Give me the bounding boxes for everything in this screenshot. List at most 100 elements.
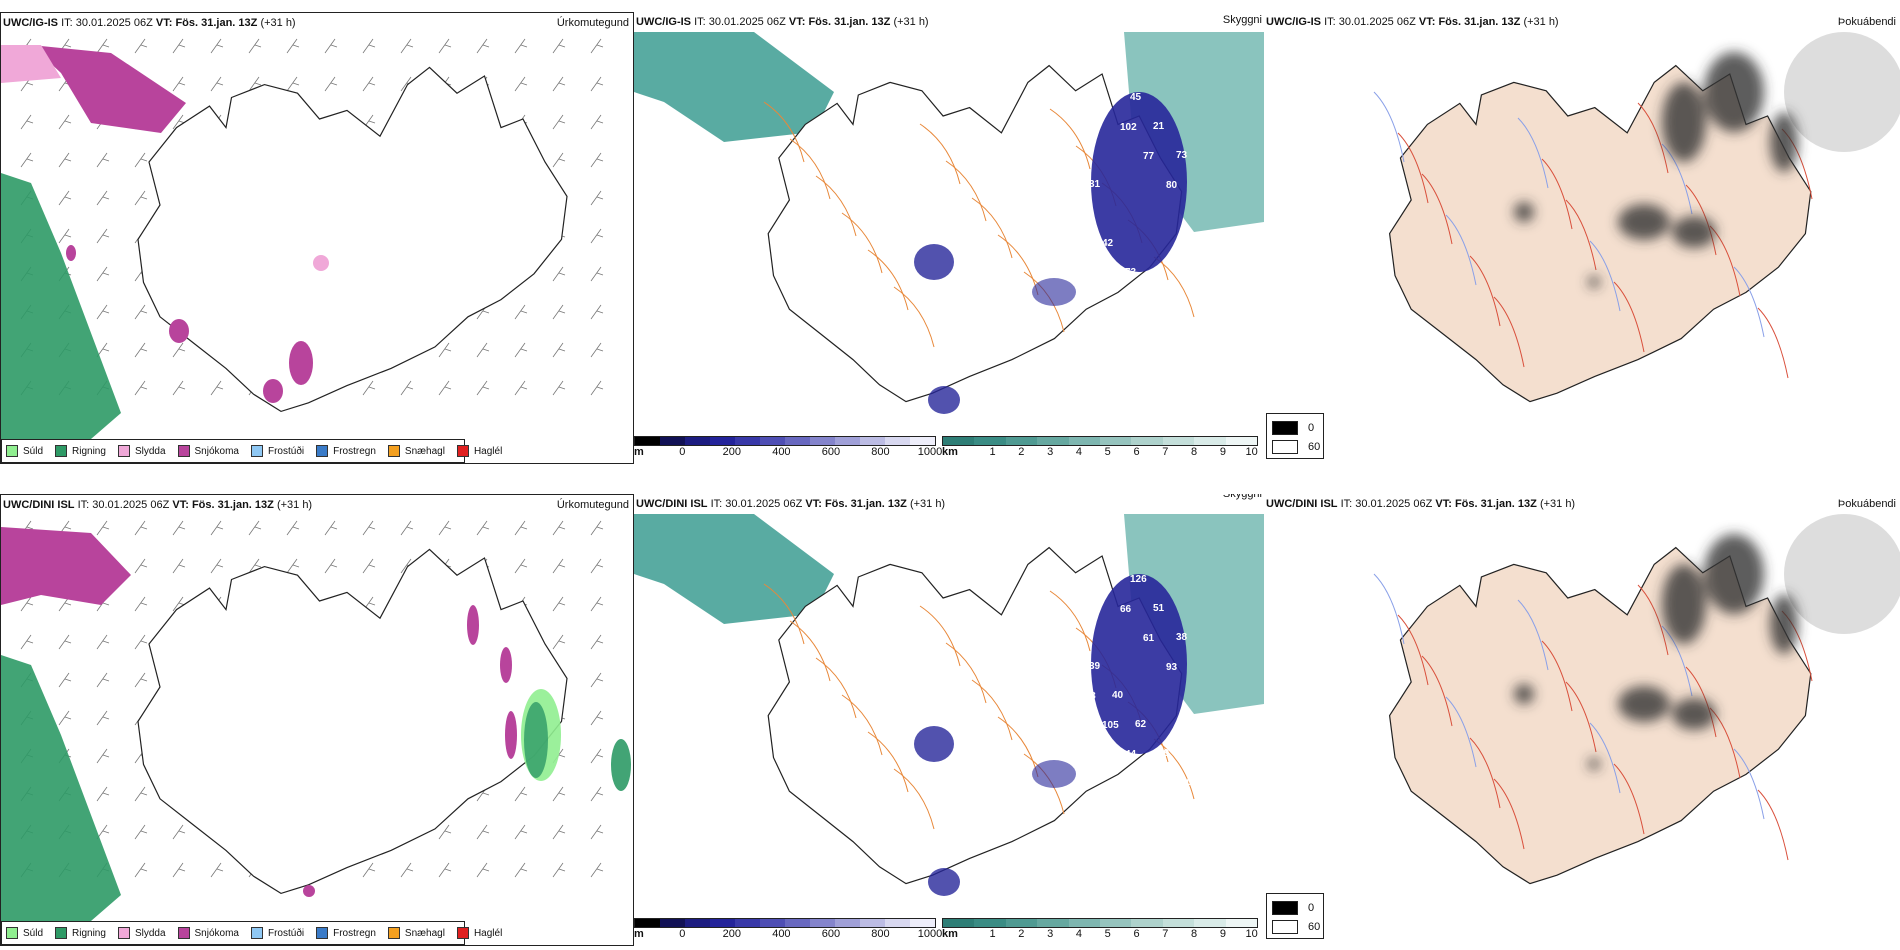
panel-title: Úrkomutegund: [556, 17, 629, 29]
fog-legend-row: 0: [1267, 898, 1323, 917]
colorbar-tick: 200: [722, 446, 742, 458]
colorbar-swatch: [860, 437, 885, 445]
fog-legend-swatch: [1272, 439, 1298, 454]
cloud-base-value: 62: [1097, 575, 1109, 586]
snow-area: [66, 245, 76, 261]
wind-barb: [134, 190, 148, 206]
colorbar-swatch: [810, 437, 835, 445]
wind-barb: [58, 710, 72, 726]
legend-swatch: [6, 445, 18, 457]
snow-area: [505, 711, 517, 759]
cloud-base-value: 38: [1176, 632, 1188, 643]
colorbar-tick: 1: [989, 446, 996, 458]
legend-label: Frostúði: [267, 445, 305, 457]
road: [1589, 240, 1621, 312]
wind-barb: [172, 862, 186, 878]
lead-time: (+31 h): [1539, 498, 1576, 510]
fog-indicator-map: [1373, 32, 1900, 403]
wind-barb: [438, 380, 452, 396]
road: [1517, 599, 1549, 671]
cloud-base-value: 31: [1089, 179, 1101, 190]
wind-barb: [324, 38, 338, 54]
wind-barb: [400, 38, 414, 54]
fog-patch: [1662, 82, 1706, 162]
low-visibility-area: [634, 514, 834, 624]
road: [945, 160, 987, 222]
wind-barb: [286, 38, 300, 54]
colorbar-swatch: [860, 919, 885, 927]
legend-swatch: [177, 445, 190, 457]
colorbar-unit: m: [634, 446, 644, 458]
cloud-base-map: 87 04 102 77 80 18 42 73 66 51 43 49 45 21 73 31: [634, 32, 1264, 414]
legend-swatch: [177, 927, 190, 939]
wind-barb: [514, 862, 528, 878]
cloud-base-value: 04: [1097, 93, 1109, 104]
fog-legend-row: 0: [1267, 418, 1323, 437]
low-cloud-area: [914, 726, 954, 762]
road: [1049, 590, 1091, 652]
model-name: UWC/DINI ISL: [3, 499, 75, 511]
wind-barb: [134, 786, 148, 802]
wind-barb: [590, 862, 604, 878]
valid-time: Fös. 31.jan. 13Z: [824, 498, 907, 510]
low-cloud-area: [928, 386, 960, 414]
wind-barb: [514, 558, 528, 574]
wind-barb: [286, 520, 300, 536]
fog-patch: [1618, 686, 1670, 722]
wind-barb: [590, 190, 604, 206]
wind-barb: [400, 862, 414, 878]
init-time-label: IT:: [694, 16, 706, 28]
cloud-base-value: 40: [1112, 690, 1124, 701]
road: [789, 620, 831, 682]
cloud-base-value: 109: [1148, 778, 1165, 789]
colorbar-swatch: [943, 919, 975, 927]
snow-area: [303, 885, 315, 897]
legend-label: Frostregn: [333, 445, 376, 457]
wind-barb: [248, 76, 262, 92]
init-time: 30.01.2025 06Z: [92, 499, 170, 511]
road: [763, 583, 805, 645]
colorbar-tick: 6: [1133, 928, 1140, 940]
wind-barb: [590, 558, 604, 574]
wind-barb: [438, 342, 452, 358]
wind-barb: [514, 76, 528, 92]
wind-barb: [134, 824, 148, 840]
precip-type-panel-top: UWC/IG-IS IT: 30.01.2025 06Z VT: Fös. 31…: [0, 12, 634, 464]
legend-item: Snjókoma: [177, 927, 239, 939]
road: [1733, 748, 1765, 820]
wind-barb: [590, 76, 604, 92]
cloud-base-value: 87: [1074, 64, 1086, 75]
fog-patch: [1672, 698, 1716, 730]
colorbar-tick: 4: [1075, 446, 1082, 458]
wind-barb: [210, 380, 224, 396]
wind-barb: [96, 38, 110, 54]
panel-title: Þokuábendi: [1837, 498, 1896, 510]
cloud-base-value: 123: [1074, 546, 1091, 557]
legend-item: Haglél: [456, 927, 502, 939]
cloud-base-value: 79: [1158, 748, 1170, 759]
wind-barb: [362, 558, 376, 574]
cloud-base-value: 51: [1171, 325, 1183, 336]
colorbar-swatch: [885, 437, 910, 445]
road: [919, 123, 961, 185]
colorbar-swatch: [974, 437, 1006, 445]
wind-barb: [514, 38, 528, 54]
precip-type-panel-bottom: UWC/DINI ISL IT: 30.01.2025 06Z VT: Fös.…: [0, 494, 634, 946]
legend-swatch: [456, 445, 469, 457]
snow-area: [263, 379, 283, 403]
colorbar-swatch: [1037, 437, 1069, 445]
road: [1445, 696, 1477, 768]
wind-barb: [514, 380, 528, 396]
wind-barb: [172, 38, 186, 54]
visibility-title: Skyggni: [1222, 14, 1262, 26]
wind-barb: [96, 152, 110, 168]
road: [1049, 108, 1091, 170]
run-info: UWC/DINI ISL IT: 30.01.2025 06Z VT: Fös.…: [636, 494, 945, 514]
wind-barb: [20, 596, 34, 612]
wind-barb: [20, 114, 34, 130]
lead-time: (+31 h): [893, 16, 929, 28]
wind-barb: [476, 342, 490, 358]
visibility-title: Skyggni: [1222, 494, 1262, 500]
wind-barb: [514, 520, 528, 536]
snow-area: [1, 527, 131, 605]
